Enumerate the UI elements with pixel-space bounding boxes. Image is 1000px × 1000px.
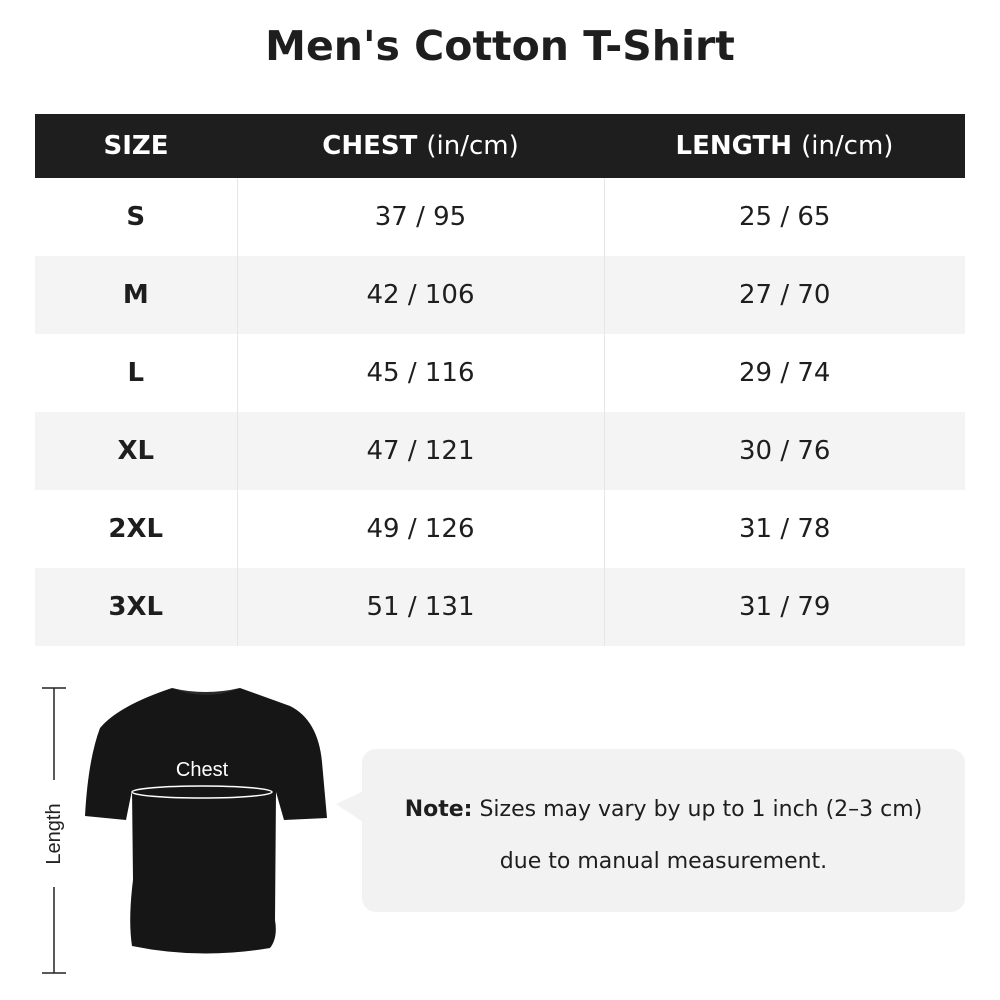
header-label: SIZE (103, 131, 169, 161)
header-label: CHEST (322, 131, 418, 161)
length-cell: 30 / 76 (604, 412, 965, 490)
chest-label: Chest (176, 759, 229, 781)
page-title: Men's Cotton T-Shirt (265, 22, 735, 70)
table-row: S 37 / 95 25 / 65 (35, 178, 965, 256)
table-row: 2XL 49 / 126 31 / 78 (35, 490, 965, 568)
note-line-2: due to manual measurement. (499, 849, 828, 874)
tshirt-icon (85, 688, 327, 954)
chest-cell: 49 / 126 (237, 490, 605, 568)
size-cell: 3XL (35, 568, 238, 646)
length-cell: 31 / 79 (604, 568, 965, 646)
header-unit: (in/cm) (426, 131, 519, 161)
table-header: SIZE CHEST (in/cm) LENGTH (in/cm) (35, 114, 965, 178)
note-text: Sizes may vary by up to 1 inch (2–3 cm) (479, 797, 923, 822)
table-row: L 45 / 116 29 / 74 (35, 334, 965, 412)
chest-cell: 42 / 106 (237, 256, 605, 334)
header-unit: (in/cm) (801, 131, 894, 161)
length-label: Length (43, 803, 65, 864)
note-box: Note: Sizes may vary by up to 1 inch (2–… (362, 749, 965, 912)
length-ruler (42, 687, 66, 974)
note-pointer (336, 790, 366, 824)
tshirt-diagram: Length Chest (42, 687, 327, 974)
chest-cell: 37 / 95 (237, 178, 605, 256)
chest-measure-icon (131, 785, 273, 799)
size-cell: XL (35, 412, 238, 490)
size-cell: S (35, 178, 238, 256)
length-cell: 31 / 78 (739, 514, 831, 544)
note-label: Note: (404, 797, 473, 822)
size-cell: M (35, 256, 238, 334)
size-chart-table: SIZE CHEST (in/cm) LENGTH (in/cm) S 37 / … (35, 114, 965, 646)
chest-cell: 45 / 116 (237, 334, 605, 412)
length-cell: 27 / 70 (604, 256, 965, 334)
table-row: XL 47 / 121 30 / 76 (35, 412, 965, 490)
header-chest: CHEST (in/cm) (237, 114, 604, 178)
chest-cell: 51 / 131 (237, 568, 605, 646)
note-line-1: Note: Sizes may vary by up to 1 inch (2–… (362, 797, 965, 822)
header-length: LENGTH (in/cm) (604, 114, 965, 178)
size-cell: 2XL (35, 490, 238, 568)
table-row: 3XL 51 / 131 31 / 79 (35, 568, 965, 646)
size-cell: L (35, 334, 238, 412)
length-cell: 25 / 65 (739, 202, 831, 232)
header-size: SIZE (35, 114, 237, 178)
table-row: M 42 / 106 27 / 70 (35, 256, 965, 334)
length-cell: 29 / 74 (739, 358, 831, 388)
header-label: LENGTH (675, 131, 793, 161)
chest-cell: 47 / 121 (237, 412, 605, 490)
